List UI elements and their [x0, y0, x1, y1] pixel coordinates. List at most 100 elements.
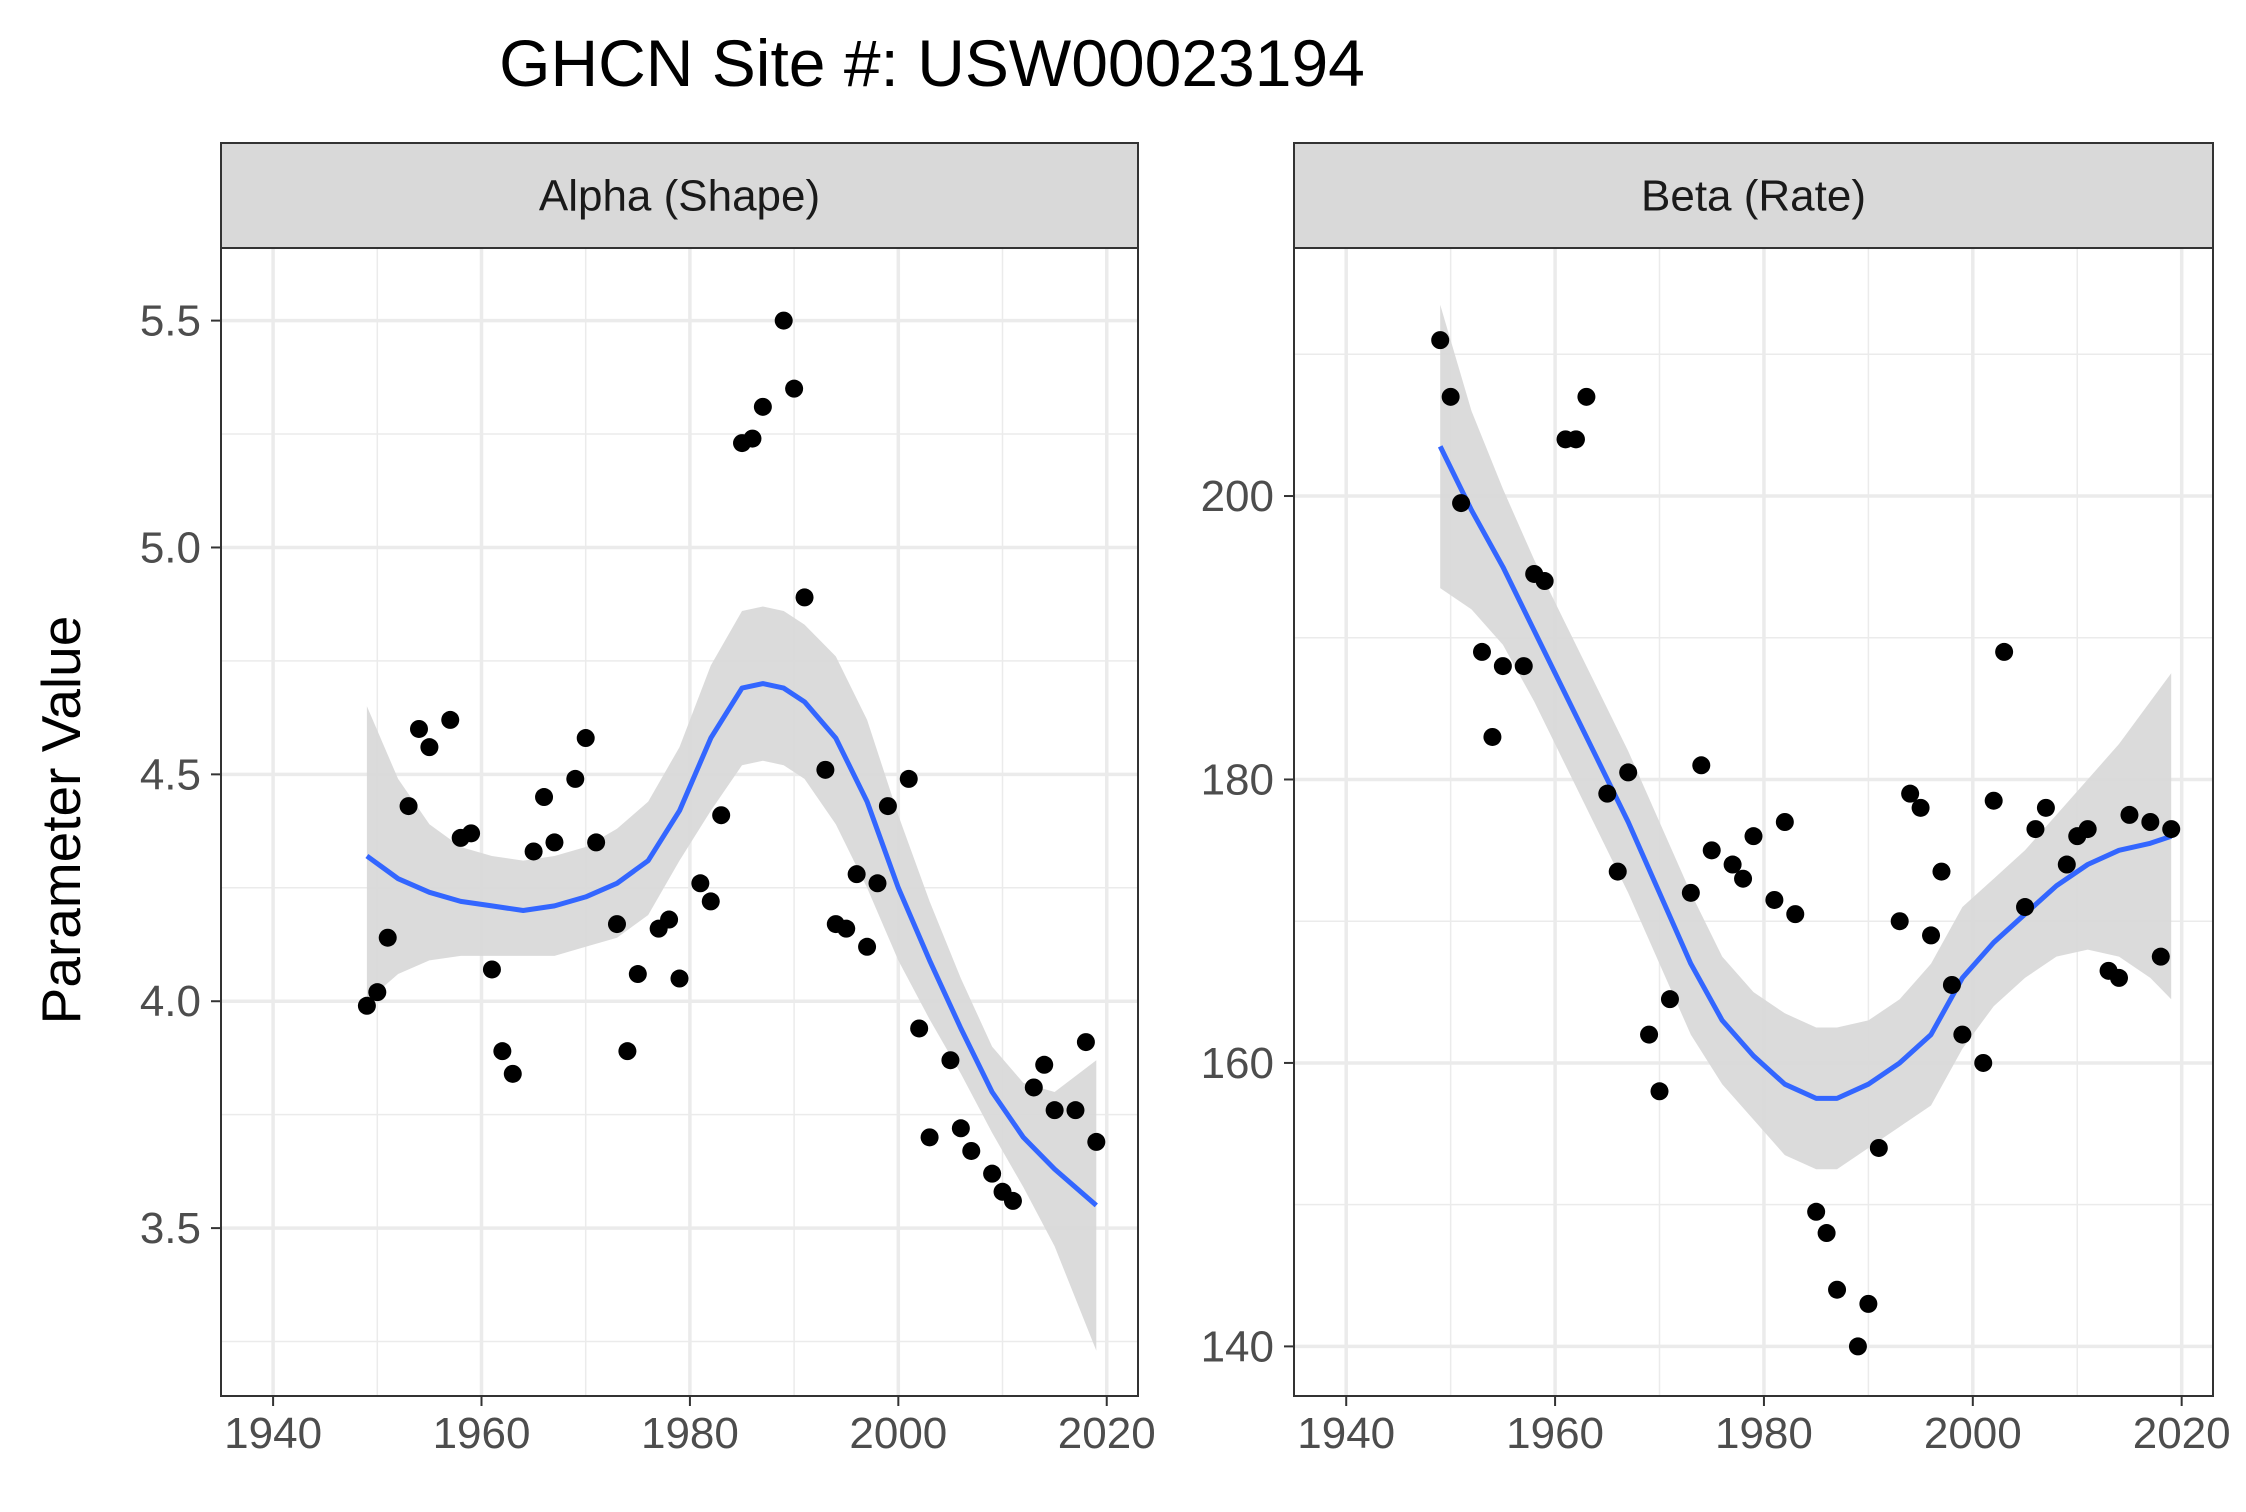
data-point: [816, 760, 835, 779]
panel-border: [220, 247, 1139, 1397]
data-point: [1598, 784, 1617, 803]
data-point: [1493, 657, 1512, 676]
data-point: [1817, 1224, 1836, 1243]
facet-strip: [1293, 142, 2214, 249]
data-point: [1974, 1053, 1993, 1072]
y-tick-label: 3.5: [140, 1204, 201, 1253]
data-point: [1922, 926, 1941, 945]
data-point: [983, 1164, 1002, 1183]
data-point: [628, 965, 647, 984]
data-point: [2151, 947, 2170, 966]
data-point: [1723, 855, 1742, 874]
data-point: [1995, 642, 2014, 661]
data-point: [1984, 791, 2003, 810]
data-point: [660, 910, 679, 929]
data-point: [1566, 430, 1585, 449]
y-axis-label: Parameter Value: [30, 616, 92, 1025]
x-tick-label: 2020: [1058, 1409, 1156, 1458]
x-tick-label: 1940: [224, 1409, 322, 1458]
confidence-ribbon: [366, 606, 1097, 1351]
data-point: [607, 915, 626, 934]
data-point: [368, 983, 387, 1002]
data-point: [1066, 1101, 1085, 1120]
y-tick-label: 180: [1201, 755, 1274, 804]
data-point: [670, 969, 689, 988]
y-tick-label: 5.5: [140, 297, 201, 346]
data-point: [1660, 990, 1679, 1009]
facet-panel-2: Beta (Rate) 1940 1960 1980 2000 2020 140 160 180…: [1201, 142, 2231, 1458]
data-point: [1807, 1202, 1826, 1221]
facet-strip: [220, 142, 1139, 249]
data-point: [482, 960, 501, 979]
data-point: [493, 1042, 512, 1061]
x-tick-label: 1960: [1506, 1409, 1604, 1458]
data-point: [910, 1019, 929, 1038]
data-point: [1786, 905, 1805, 924]
data-point: [399, 797, 418, 816]
data-point: [795, 588, 814, 607]
data-point: [1577, 387, 1596, 406]
data-point: [1441, 387, 1460, 406]
plot-area: [357, 311, 1106, 1351]
smooth-line: [1437, 445, 2173, 1101]
data-point: [1472, 642, 1491, 661]
confidence-ribbon: [1440, 304, 2172, 1170]
data-point: [1483, 727, 1502, 746]
data-point: [753, 397, 772, 416]
x-tick-label: 1960: [433, 1409, 531, 1458]
data-point: [1452, 494, 1471, 513]
data-point: [2036, 798, 2055, 817]
data-point: [743, 429, 762, 448]
data-point: [899, 769, 918, 788]
x-tick-label: 2000: [1924, 1409, 2022, 1458]
data-point: [1076, 1033, 1095, 1052]
data-point: [1619, 763, 1638, 782]
data-point: [1775, 813, 1794, 831]
data-point: [1640, 1025, 1659, 1044]
facet-strip-label: Beta (Rate): [1641, 172, 1866, 221]
data-point: [1003, 1191, 1022, 1210]
data-point: [1953, 1025, 1972, 1044]
y-tick-label: 4.5: [140, 750, 201, 799]
data-point: [2026, 820, 2045, 839]
data-point: [566, 769, 585, 788]
data-point: [2110, 968, 2129, 987]
data-point: [1901, 784, 1920, 803]
data-point: [1692, 756, 1711, 775]
data-point: [441, 710, 460, 729]
data-point: [941, 1051, 960, 1070]
data-point: [1087, 1132, 1106, 1151]
data-point: [1702, 841, 1721, 860]
data-point: [462, 824, 481, 843]
x-tick-label: 2020: [2133, 1409, 2231, 1458]
x-tick-label: 1940: [1297, 1409, 1395, 1458]
data-point: [2162, 820, 2181, 839]
data-point: [587, 833, 606, 852]
data-point: [1514, 657, 1533, 676]
y-tick-label: 200: [1201, 472, 1274, 521]
data-point: [1024, 1078, 1043, 1097]
data-point: [2078, 820, 2097, 839]
y-tick-label: 5.0: [140, 523, 201, 572]
data-point: [1869, 1138, 1888, 1157]
data-point: [357, 996, 376, 1015]
data-point: [503, 1064, 522, 1083]
data-point: [524, 842, 543, 861]
data-point: [2141, 813, 2160, 831]
data-point: [1681, 883, 1700, 902]
data-point: [1608, 862, 1627, 881]
data-point: [545, 833, 564, 852]
data-point: [2120, 805, 2139, 824]
y-tick-label: 140: [1201, 1322, 1274, 1371]
data-point: [1744, 827, 1763, 846]
data-point: [774, 311, 793, 330]
data-point: [868, 874, 887, 893]
data-point: [1859, 1294, 1878, 1313]
data-point: [785, 379, 804, 398]
data-point: [618, 1042, 637, 1061]
x-tick-label: 1980: [1715, 1409, 1813, 1458]
data-point: [535, 788, 554, 807]
data-point: [378, 928, 397, 947]
facet-panels: Alpha (Shape) 1940 1960 1980 2000 2020 3.5 4.0 4…: [140, 142, 2231, 1458]
